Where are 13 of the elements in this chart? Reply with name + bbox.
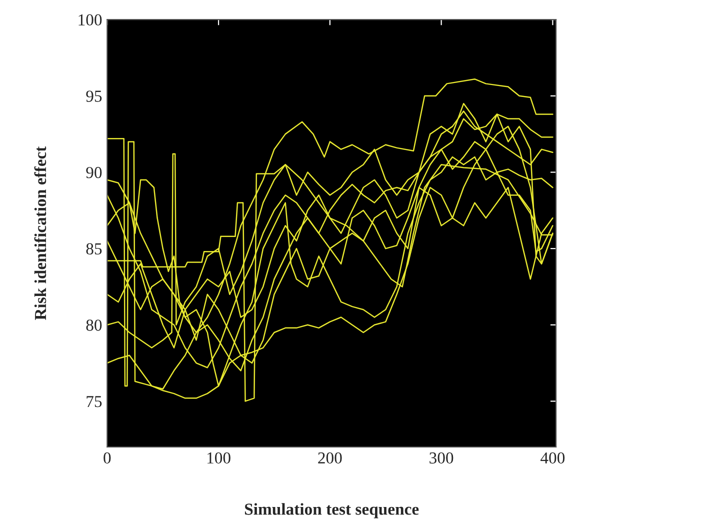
y-tick-label: 95 <box>86 90 102 102</box>
x-tick-label: 0 <box>104 452 111 464</box>
y-tick-label: 85 <box>86 243 102 254</box>
x-tick-label: 300 <box>430 452 454 464</box>
y-tick-label: 90 <box>86 166 102 178</box>
y-tick-label: 100 <box>78 14 102 26</box>
x-tick-label: 200 <box>318 452 342 464</box>
y-axis-title: Risk identification effect <box>34 146 46 320</box>
x-tick-label: 100 <box>208 452 230 464</box>
y-tick-label: 80 <box>86 320 102 331</box>
x-axis-title: Simulation test sequence <box>244 503 419 518</box>
y-tick-label: 75 <box>86 396 102 408</box>
x-tick-label: 400 <box>540 452 565 464</box>
